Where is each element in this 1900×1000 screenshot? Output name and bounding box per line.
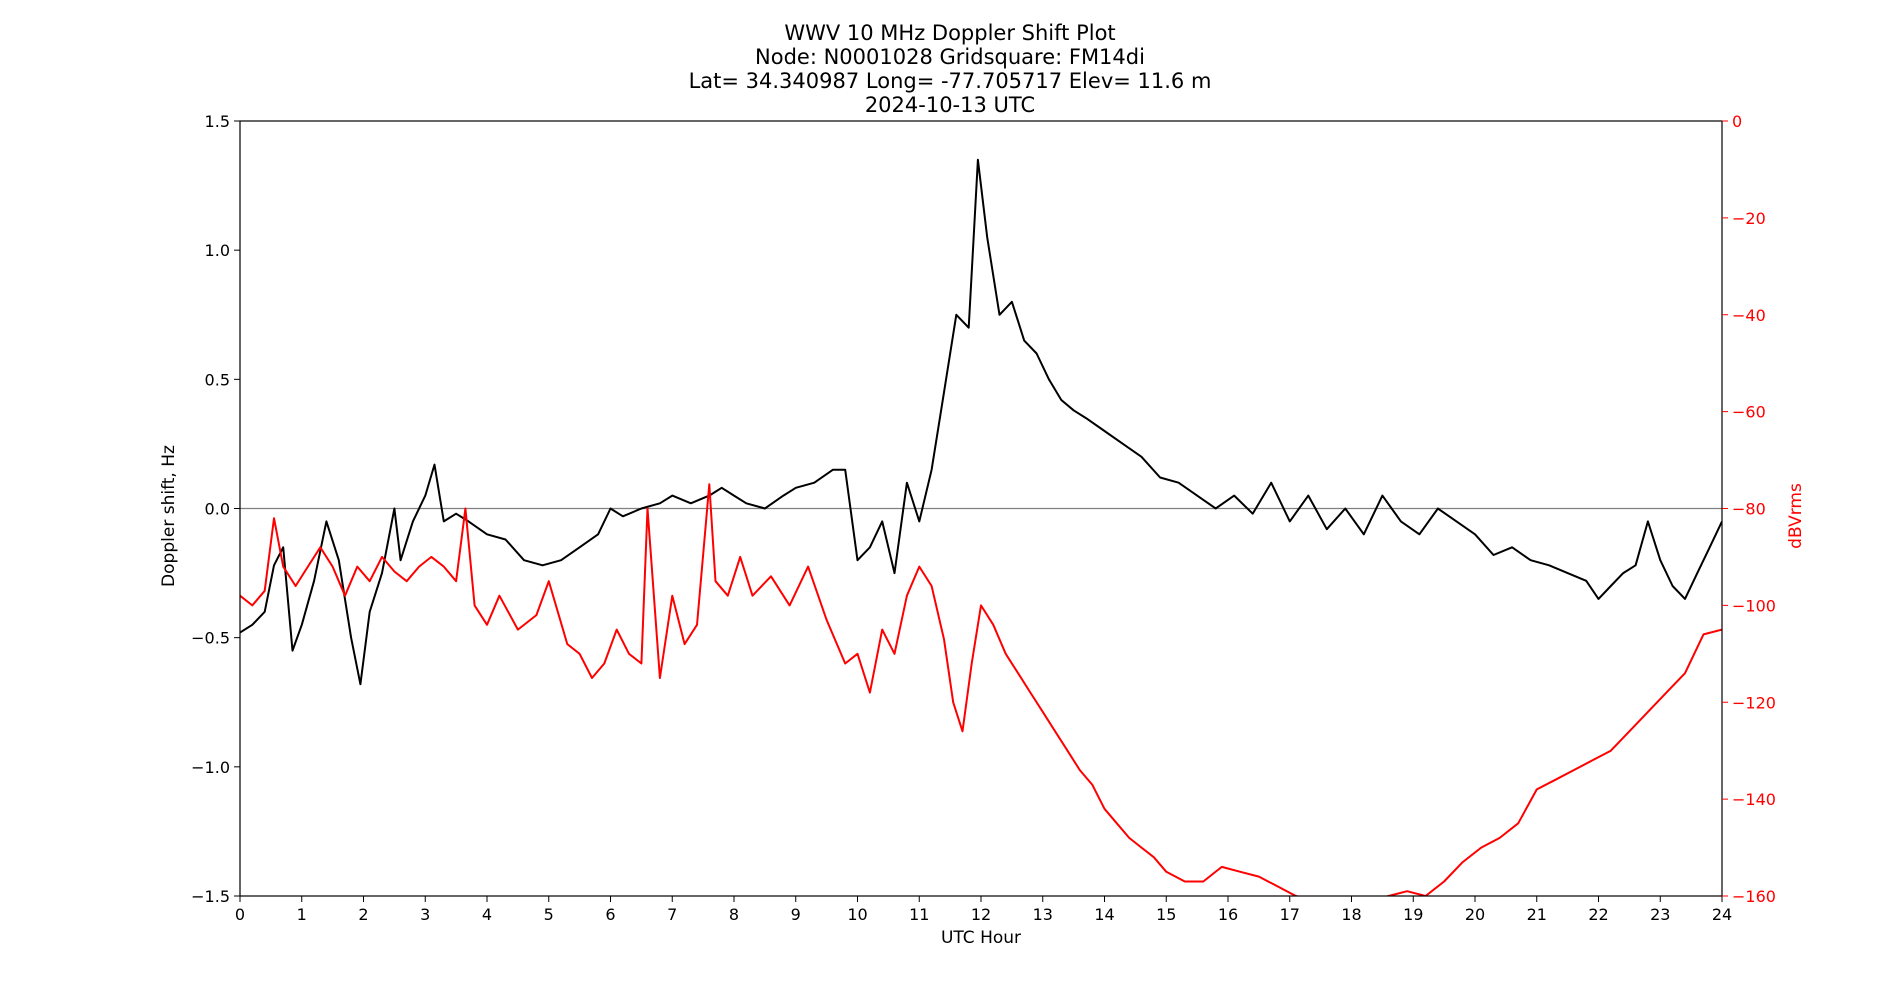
chart-subtitle-date: 2024-10-13 UTC — [864, 93, 1036, 117]
x-tick-label: 18 — [1341, 905, 1361, 924]
y-left-tick-label: −1.0 — [191, 758, 230, 777]
y-right-tick-label: −20 — [1732, 209, 1766, 228]
y-right-tick-label: −100 — [1732, 596, 1776, 615]
x-tick-label: 0 — [235, 905, 245, 924]
x-tick-label: 11 — [909, 905, 929, 924]
x-tick-label: 1 — [297, 905, 307, 924]
y-left-tick-label: −0.5 — [191, 629, 230, 648]
x-tick-label: 8 — [729, 905, 739, 924]
x-tick-label: 12 — [971, 905, 991, 924]
chart-subtitle-node: Node: N0001028 Gridsquare: FM14di — [755, 45, 1145, 69]
x-tick-label: 3 — [420, 905, 430, 924]
series-layer — [240, 158, 1722, 896]
x-tick-label: 13 — [1033, 905, 1053, 924]
chart-title: WWV 10 MHz Doppler Shift Plot — [784, 21, 1116, 45]
x-axis-label: UTC Hour — [941, 928, 1021, 948]
y-left-tick-label: 0.5 — [205, 370, 230, 389]
x-tick-label: 5 — [544, 905, 554, 924]
y-left-tick-label: 0.0 — [205, 500, 230, 519]
axes-layer: 0 1 2 3 4 5 6 7 8 9 10 11 12 13 14 15 16 17 18 19 20 21 22 23 24… — [191, 112, 1776, 924]
x-tick-label: 9 — [791, 905, 801, 924]
x-tick-label: 19 — [1403, 905, 1423, 924]
x-tick-label: 7 — [667, 905, 677, 924]
y-right-tick-label: −60 — [1732, 403, 1766, 422]
series-line-power — [240, 483, 1722, 896]
y-left-tick-label: −1.5 — [191, 887, 230, 906]
y-left-tick-label: 1.0 — [205, 241, 230, 260]
x-tick-label: 15 — [1156, 905, 1176, 924]
series-line-doppler — [240, 158, 1722, 686]
x-tick-label: 2 — [358, 905, 368, 924]
x-tick-label: 21 — [1527, 905, 1547, 924]
x-tick-label: 17 — [1280, 905, 1300, 924]
y-right-tick-label: −160 — [1732, 887, 1776, 906]
y-right-tick-label: −40 — [1732, 306, 1766, 325]
x-tick-label: 24 — [1712, 905, 1732, 924]
x-tick-label: 10 — [847, 905, 867, 924]
y-right-tick-label: −120 — [1732, 693, 1776, 712]
y-axis-label-right: dBVrms — [1786, 483, 1806, 549]
y-right-tick-label: −80 — [1732, 500, 1766, 519]
x-tick-label: 16 — [1218, 905, 1238, 924]
x-tick-label: 6 — [605, 905, 615, 924]
chart-subtitle-location: Lat= 34.340987 Long= -77.705717 Elev= 11… — [688, 69, 1212, 93]
x-tick-label: 20 — [1465, 905, 1485, 924]
x-tick-label: 14 — [1094, 905, 1114, 924]
x-tick-label: 4 — [482, 905, 492, 924]
x-tick-label: 23 — [1650, 905, 1670, 924]
y-right-tick-label: −140 — [1732, 790, 1776, 809]
y-axis-label-left: Doppler shift, Hz — [159, 445, 179, 587]
y-left-tick-label: 1.5 — [205, 112, 230, 131]
y-right-tick-label: 0 — [1732, 112, 1742, 131]
x-tick-label: 22 — [1588, 905, 1608, 924]
